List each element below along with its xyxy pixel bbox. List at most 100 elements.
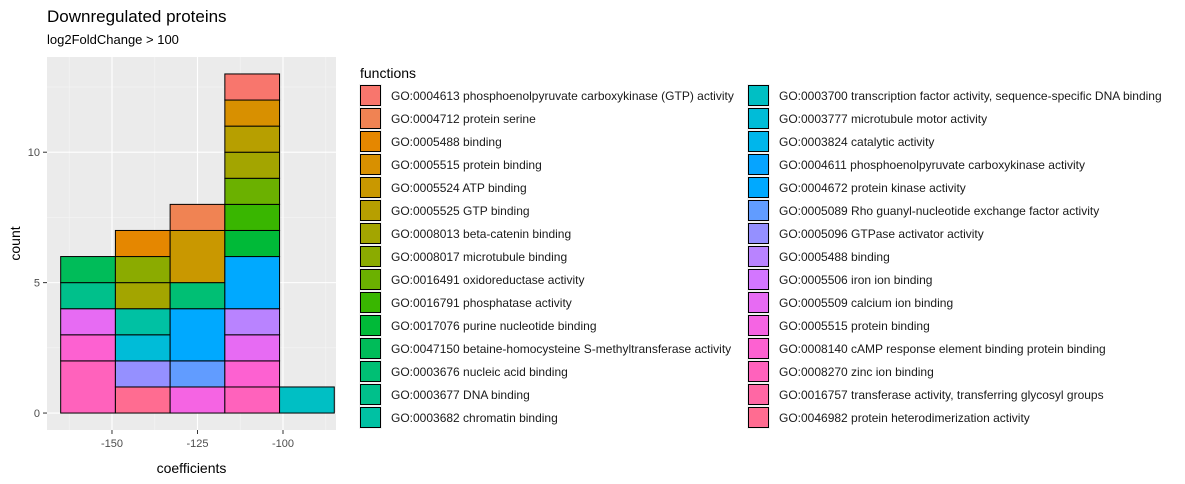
legend-label: GO:0005525 GTP binding xyxy=(391,203,530,218)
bar-segment xyxy=(224,360,281,388)
bar-segment xyxy=(224,99,281,127)
legend-swatch xyxy=(359,107,382,130)
legend-swatch xyxy=(747,176,770,199)
legend-swatch xyxy=(747,107,770,130)
bar-segment xyxy=(224,386,281,414)
legend-swatch xyxy=(359,314,382,337)
legend-item: GO:0003824 catalytic activity xyxy=(747,130,935,153)
chart-title: Downregulated proteins xyxy=(47,7,227,26)
legend-item: GO:0046982 protein heterodimerization ac… xyxy=(747,406,1030,429)
bar-segment xyxy=(224,334,281,362)
legend-swatch xyxy=(359,222,382,245)
legend-label: GO:0005506 iron ion binding xyxy=(779,272,933,287)
legend-item: GO:0004712 protein serine xyxy=(359,107,536,130)
legend-label: GO:0004712 protein serine xyxy=(391,111,536,126)
bar-segment xyxy=(224,151,281,179)
legend-item: GO:0004672 protein kinase activity xyxy=(747,176,966,199)
legend-item: GO:0005524 ATP binding xyxy=(359,176,527,199)
legend-item: GO:0008270 zinc ion binding xyxy=(747,360,934,383)
bar-segment xyxy=(60,360,116,414)
legend-swatch xyxy=(747,291,770,314)
legend-label: GO:0003676 nucleic acid binding xyxy=(391,364,568,379)
bar-segment xyxy=(224,177,281,205)
legend-label: GO:0004611 phosphoenolpyruvate carboxyki… xyxy=(779,157,1085,172)
chart-subtitle: log2FoldChange > 100 xyxy=(47,32,179,47)
bar-segment xyxy=(114,308,171,336)
legend-label: GO:0008140 cAMP response element binding… xyxy=(779,341,1106,356)
legend-swatch xyxy=(747,199,770,222)
legend-swatch xyxy=(359,199,382,222)
legend-swatch xyxy=(359,337,382,360)
legend-item: GO:0005096 GTPase activator activity xyxy=(747,222,984,245)
legend-label: GO:0017076 purine nucleotide binding xyxy=(391,318,597,333)
legend-label: GO:0016757 transferase activity, transfe… xyxy=(779,387,1104,402)
legend-swatch xyxy=(359,153,382,176)
legend-label: GO:0005089 Rho guanyl-nucleotide exchang… xyxy=(779,203,1100,218)
legend-label: GO:0003777 microtubule motor activity xyxy=(779,111,988,126)
bar-segment xyxy=(169,229,226,284)
legend-item: GO:0008013 beta-catenin binding xyxy=(359,222,572,245)
legend-swatch xyxy=(747,130,770,153)
legend-item: GO:0016491 oxidoreductase activity xyxy=(359,268,584,291)
legend-item: GO:0005488 binding xyxy=(747,245,890,268)
y-tick-label: 10 xyxy=(28,147,40,159)
legend-swatch xyxy=(747,337,770,360)
legend-swatch xyxy=(359,360,382,383)
legend-swatch xyxy=(359,130,382,153)
legend-item: GO:0047150 betaine-homocysteine S-methyl… xyxy=(359,337,732,360)
x-tick-label: -150 xyxy=(101,438,123,450)
legend-label: GO:0005488 binding xyxy=(391,134,502,149)
legend-label: GO:0003677 DNA binding xyxy=(391,387,530,402)
legend-item: GO:0016757 transferase activity, transfe… xyxy=(747,383,1104,406)
bar-segment xyxy=(114,256,171,284)
y-tick-label: 0 xyxy=(34,408,40,420)
legend-item: GO:0003777 microtubule motor activity xyxy=(747,107,988,130)
legend-item: GO:0005089 Rho guanyl-nucleotide exchang… xyxy=(747,199,1100,222)
legend-label: GO:0047150 betaine-homocysteine S-methyl… xyxy=(391,341,732,356)
bar-segment xyxy=(114,282,171,310)
legend-title: functions xyxy=(360,65,417,81)
legend-item: GO:0016791 phosphatase activity xyxy=(359,291,572,314)
bar-segment xyxy=(169,308,226,362)
legend-item: GO:0005515 protein binding xyxy=(359,153,542,176)
bar-segment xyxy=(279,386,335,414)
bar-segment xyxy=(60,256,116,284)
legend-swatch xyxy=(747,222,770,245)
legend-item: GO:0017076 purine nucleotide binding xyxy=(359,314,597,337)
bar-segment xyxy=(169,386,226,414)
legend-label: GO:0046982 protein heterodimerization ac… xyxy=(779,410,1030,425)
legend-item: GO:0005488 binding xyxy=(359,130,502,153)
legend-item: GO:0003700 transcription factor activity… xyxy=(747,84,1162,107)
legend-swatch xyxy=(747,406,770,429)
legend-label: GO:0003700 transcription factor activity… xyxy=(779,88,1162,103)
legend-label: GO:0005096 GTPase activator activity xyxy=(779,226,984,241)
legend-label: GO:0008017 microtubule binding xyxy=(391,249,568,264)
legend-label: GO:0005509 calcium ion binding xyxy=(779,295,954,310)
bar-segment xyxy=(224,256,281,310)
bar-segment xyxy=(114,229,171,258)
bar-segment xyxy=(60,334,116,362)
bar-segment xyxy=(114,360,171,388)
legend-swatch xyxy=(359,245,382,268)
legend-label: GO:0004613 phosphoenolpyruvate carboxyki… xyxy=(391,88,734,103)
legend-label: GO:0003824 catalytic activity xyxy=(779,134,935,149)
legend-swatch xyxy=(359,84,382,107)
legend-swatch xyxy=(359,406,382,429)
legend-label: GO:0005524 ATP binding xyxy=(391,180,527,195)
y-tick-label: 5 xyxy=(34,278,40,290)
x-axis-label: coefficients xyxy=(157,460,227,476)
bar-segment xyxy=(60,308,116,336)
bar-segment xyxy=(60,282,116,310)
legend-swatch xyxy=(747,268,770,291)
bar-segment xyxy=(114,334,171,362)
legend-item: GO:0003677 DNA binding xyxy=(359,383,530,406)
legend-swatch xyxy=(747,245,770,268)
legend-item: GO:0008140 cAMP response element binding… xyxy=(747,337,1106,360)
legend-item: GO:0004613 phosphoenolpyruvate carboxyki… xyxy=(359,84,734,107)
legend-label: GO:0008013 beta-catenin binding xyxy=(391,226,572,241)
legend-label: GO:0005515 protein binding xyxy=(779,318,930,333)
legend-item: GO:0003682 chromatin binding xyxy=(359,406,558,429)
legend-item: GO:0005509 calcium ion binding xyxy=(747,291,954,314)
legend-label: GO:0008270 zinc ion binding xyxy=(779,364,934,379)
